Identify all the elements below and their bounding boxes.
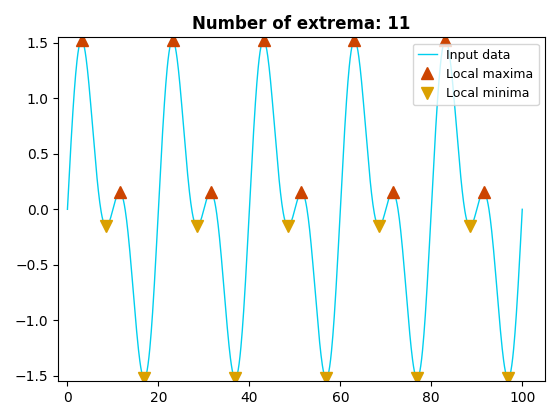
Local minima: [376, 224, 382, 229]
Local minima: [103, 224, 110, 229]
Local maxima: [480, 190, 487, 195]
Local minima: [141, 376, 148, 381]
Line: Local minima: Local minima: [100, 220, 515, 385]
Input data: [419, 348, 426, 353]
Line: Local maxima: Local maxima: [75, 34, 490, 199]
Local minima: [505, 376, 511, 381]
Input data: [519, 207, 526, 212]
Input data: [505, 376, 511, 381]
Input data: [249, 160, 255, 165]
Local maxima: [298, 190, 305, 195]
Local maxima: [442, 38, 449, 43]
Title: Number of extrema: 11: Number of extrema: 11: [193, 15, 411, 33]
Local maxima: [208, 190, 214, 195]
Input data: [111, 202, 118, 207]
Input data: [64, 207, 71, 212]
Local maxima: [169, 38, 176, 43]
Local maxima: [260, 38, 267, 43]
Input data: [265, 57, 272, 62]
Local minima: [285, 224, 292, 229]
Input data: [377, 223, 384, 228]
Local minima: [466, 224, 473, 229]
Line: Input data: Input data: [67, 40, 522, 378]
Local maxima: [389, 190, 396, 195]
Input data: [427, 217, 434, 222]
Local maxima: [351, 38, 358, 43]
Local minima: [323, 376, 329, 381]
Local maxima: [78, 38, 85, 43]
Local minima: [194, 224, 200, 229]
Local maxima: [116, 190, 123, 195]
Local minima: [414, 376, 421, 381]
Input data: [78, 38, 85, 43]
Local minima: [232, 376, 239, 381]
Legend: Input data, Local maxima, Local minima: Input data, Local maxima, Local minima: [413, 44, 539, 105]
